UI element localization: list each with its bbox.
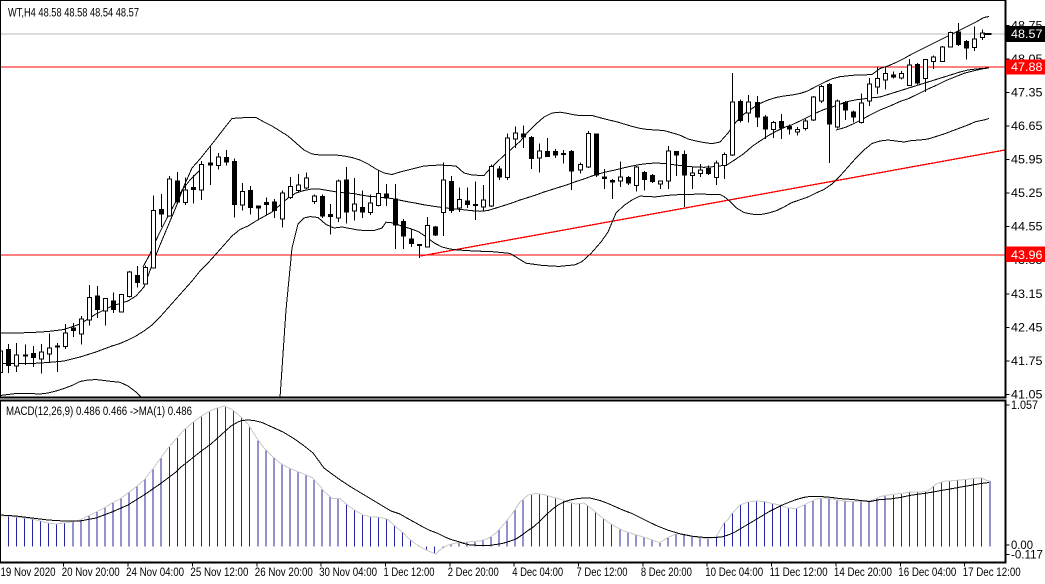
- svg-text:1.057: 1.057: [1011, 400, 1038, 412]
- svg-text:10 Dec 04:00: 10 Dec 04:00: [705, 567, 763, 579]
- svg-text:4 Dec 04:00: 4 Dec 04:00: [512, 567, 563, 579]
- svg-text:11 Dec 12:00: 11 Dec 12:00: [770, 567, 828, 579]
- svg-text:26 Nov 20:00: 26 Nov 20:00: [255, 567, 313, 579]
- svg-text:WT,H4 48.58 48.58 48.54 48.57: WT,H4 48.58 48.58 48.54 48.57: [8, 8, 139, 20]
- svg-text:46.65: 46.65: [1011, 121, 1043, 133]
- svg-text:42.45: 42.45: [1011, 322, 1043, 334]
- svg-text:MACD(12,26,9) 0.486 0.466 ->M: MACD(12,26,9) 0.486 0.466 ->MA(1) 0.486: [6, 406, 192, 418]
- svg-text:44.55: 44.55: [1011, 222, 1043, 234]
- svg-text:2 Dec 20:00: 2 Dec 20:00: [448, 567, 499, 579]
- svg-text:20 Nov 20:00: 20 Nov 20:00: [62, 567, 120, 579]
- svg-text:0.00: 0.00: [1011, 540, 1033, 552]
- svg-text:45.25: 45.25: [1011, 188, 1043, 200]
- svg-text:7 Dec 12:00: 7 Dec 12:00: [577, 567, 628, 579]
- svg-text:16 Dec 04:00: 16 Dec 04:00: [898, 567, 956, 579]
- svg-text:43.96: 43.96: [1011, 250, 1043, 262]
- svg-text:41.05: 41.05: [1011, 390, 1043, 402]
- svg-text:14 Dec 20:00: 14 Dec 20:00: [834, 567, 892, 579]
- svg-text:25 Nov 12:00: 25 Nov 12:00: [190, 567, 248, 579]
- svg-text:45.95: 45.95: [1011, 155, 1043, 167]
- svg-text:41.75: 41.75: [1011, 356, 1043, 368]
- svg-text:19 Nov 2020: 19 Nov 2020: [1, 567, 56, 579]
- svg-text:47.35: 47.35: [1011, 87, 1043, 99]
- svg-text:8 Dec 20:00: 8 Dec 20:00: [641, 567, 692, 579]
- svg-text:17 Dec 12:00: 17 Dec 12:00: [963, 567, 1021, 579]
- svg-text:30 Nov 04:00: 30 Nov 04:00: [319, 567, 377, 579]
- svg-text:-0.117: -0.117: [1011, 550, 1043, 562]
- svg-text:1 Dec 12:00: 1 Dec 12:00: [384, 567, 435, 579]
- svg-text:48.57: 48.57: [1011, 29, 1043, 41]
- svg-text:47.88: 47.88: [1011, 62, 1043, 74]
- svg-text:43.15: 43.15: [1011, 289, 1043, 301]
- svg-text:24 Nov 04:00: 24 Nov 04:00: [126, 567, 184, 579]
